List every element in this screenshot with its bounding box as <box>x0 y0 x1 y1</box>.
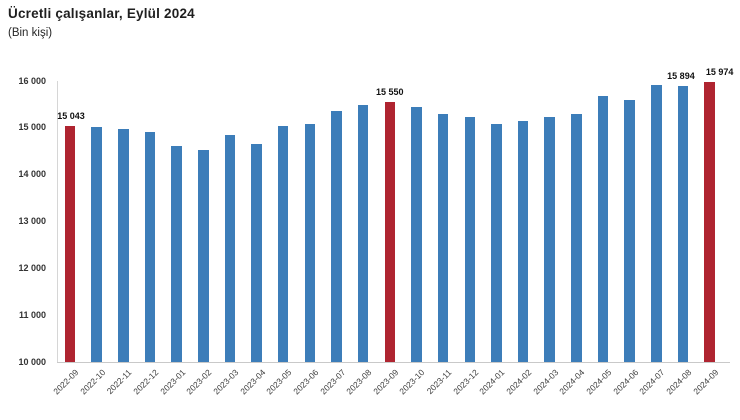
bar-2022-11 <box>118 129 129 362</box>
bar-2023-11 <box>437 114 449 362</box>
bar-2023-05 <box>277 126 289 362</box>
bar-2024-09 <box>704 82 715 362</box>
bar-2022-09 <box>64 125 76 362</box>
y-axis-line <box>57 81 58 362</box>
bar-2023-09 <box>384 102 396 362</box>
bar-2024-05 <box>597 95 609 362</box>
x-axis-line <box>57 362 730 363</box>
y-axis-tick-label: 15 000 <box>18 122 46 133</box>
bar-2024-01 <box>491 123 502 362</box>
bar-2023-03 <box>224 134 236 362</box>
bar-2024-03 <box>544 117 555 362</box>
bar-2023-06 <box>304 124 316 362</box>
bar-2024-02 <box>517 121 529 362</box>
bar-2024-04 <box>571 114 582 362</box>
bar-2023-04 <box>251 144 262 362</box>
y-axis-tick-label: 10 000 <box>18 356 46 367</box>
bar-2023-07 <box>331 110 342 362</box>
bar-2023-10 <box>411 107 422 362</box>
bar-value-label-2023-09: 15 550 <box>376 87 404 98</box>
bar-2023-08 <box>357 105 369 362</box>
y-axis-tick-label: 13 000 <box>18 216 46 226</box>
bar-2023-02 <box>198 150 209 362</box>
y-axis-tick-label: 12 000 <box>18 262 46 273</box>
bar-value-label-2024-09: 15 974 <box>705 67 734 78</box>
bar-value-label-2024-08: 15 894 <box>667 70 695 81</box>
bar-2023-12 <box>464 117 475 362</box>
chart-title: Ücretli çalışanlar, Eylül 2024 <box>8 6 195 21</box>
bar-2023-01 <box>171 145 182 362</box>
chart-subtitle: (Bin kişi) <box>8 27 53 39</box>
bar-2024-06 <box>624 99 635 362</box>
y-axis-tick-label: 14 000 <box>18 169 46 180</box>
bar-2022-10 <box>91 126 102 362</box>
bar-2024-08 <box>677 85 689 362</box>
bar-2022-12 <box>144 131 156 362</box>
y-axis-tick-label: 16 000 <box>18 75 46 86</box>
bar-value-label-2022-09: 15 043 <box>57 110 85 121</box>
bar-2024-07 <box>651 85 662 362</box>
y-axis-tick-label: 11 000 <box>18 309 46 320</box>
